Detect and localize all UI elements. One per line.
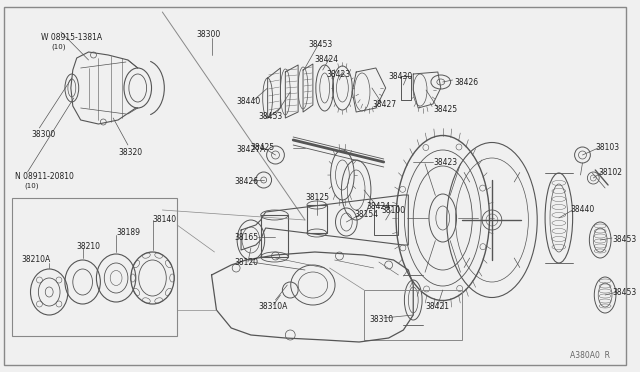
- Text: 38120: 38120: [234, 258, 258, 267]
- Text: 38421: 38421: [425, 302, 449, 311]
- Text: 38210A: 38210A: [22, 255, 51, 264]
- Text: 38320: 38320: [118, 148, 142, 157]
- Text: 38440: 38440: [571, 205, 595, 214]
- Text: 38424: 38424: [366, 202, 390, 211]
- Text: 38210: 38210: [77, 242, 100, 251]
- Text: 38425: 38425: [251, 143, 275, 152]
- Text: 38125: 38125: [305, 193, 329, 202]
- Text: 38426: 38426: [234, 177, 259, 186]
- Text: 38300: 38300: [196, 30, 221, 39]
- Text: 38440: 38440: [236, 97, 260, 106]
- Text: (10): (10): [51, 43, 66, 49]
- Text: 38100: 38100: [381, 206, 406, 215]
- Text: 38453: 38453: [612, 288, 636, 297]
- Text: A380A0  R: A380A0 R: [570, 351, 610, 360]
- Text: 38310: 38310: [369, 315, 393, 324]
- Text: 38453: 38453: [308, 40, 332, 49]
- Text: 38310A: 38310A: [259, 302, 288, 311]
- Text: N 08911-20810: N 08911-20810: [15, 172, 74, 181]
- Text: 38189: 38189: [116, 228, 140, 237]
- Bar: [364, 290, 463, 340]
- Text: 38423: 38423: [326, 70, 351, 79]
- Bar: [307, 205, 326, 233]
- Text: (10): (10): [24, 182, 39, 189]
- Text: 38165: 38165: [234, 233, 259, 242]
- Text: 38427: 38427: [372, 100, 396, 109]
- Text: 38453: 38453: [259, 112, 283, 121]
- Text: 38427A: 38427A: [236, 145, 266, 154]
- Text: 38425: 38425: [433, 105, 457, 114]
- Text: 38103: 38103: [595, 143, 620, 152]
- Text: 38140: 38140: [152, 215, 177, 224]
- Text: 38423: 38423: [433, 158, 457, 167]
- Text: 38426: 38426: [454, 78, 479, 87]
- Text: 38300: 38300: [31, 130, 56, 139]
- Text: 38430: 38430: [388, 72, 413, 81]
- Text: 38102: 38102: [598, 168, 622, 177]
- Text: 38424: 38424: [315, 55, 339, 64]
- Bar: [12, 198, 177, 336]
- Text: 38154: 38154: [354, 210, 378, 219]
- Text: W 08915-1381A: W 08915-1381A: [42, 33, 102, 42]
- Bar: [374, 205, 399, 235]
- Bar: [260, 215, 288, 257]
- Text: 38453: 38453: [612, 235, 636, 244]
